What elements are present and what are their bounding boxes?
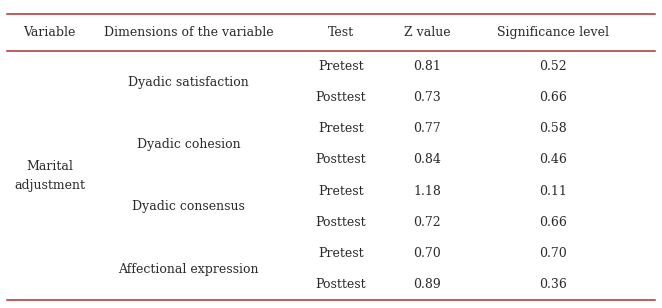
Text: Pretest: Pretest [318, 185, 363, 198]
Text: 0.11: 0.11 [539, 185, 567, 198]
Text: 0.72: 0.72 [413, 216, 441, 229]
Text: Posttest: Posttest [316, 278, 366, 291]
Text: 0.52: 0.52 [539, 60, 567, 73]
Text: Marital
adjustment: Marital adjustment [14, 160, 85, 192]
Text: Posttest: Posttest [316, 153, 366, 166]
Text: 0.70: 0.70 [413, 247, 441, 260]
Text: Test: Test [328, 26, 354, 39]
Text: Z value: Z value [404, 26, 450, 39]
Text: 0.81: 0.81 [413, 60, 441, 73]
Text: Dyadic cohesion: Dyadic cohesion [137, 138, 240, 151]
Text: Variable: Variable [23, 26, 76, 39]
Text: 0.70: 0.70 [539, 247, 567, 260]
Text: Pretest: Pretest [318, 247, 363, 260]
Text: Pretest: Pretest [318, 122, 363, 135]
Text: 1.18: 1.18 [413, 185, 441, 198]
Text: 0.77: 0.77 [413, 122, 441, 135]
Text: 0.84: 0.84 [413, 153, 441, 166]
Text: Affectional expression: Affectional expression [118, 263, 259, 276]
Text: 0.46: 0.46 [539, 153, 567, 166]
Text: Dyadic consensus: Dyadic consensus [132, 200, 245, 213]
Text: Posttest: Posttest [316, 216, 366, 229]
Text: Dyadic satisfaction: Dyadic satisfaction [128, 75, 249, 88]
Text: Pretest: Pretest [318, 60, 363, 73]
Text: 0.73: 0.73 [413, 91, 441, 104]
Text: Significance level: Significance level [496, 26, 609, 39]
Text: 0.66: 0.66 [539, 216, 567, 229]
Text: Posttest: Posttest [316, 91, 366, 104]
Text: 0.58: 0.58 [539, 122, 567, 135]
Text: 0.66: 0.66 [539, 91, 567, 104]
Text: 0.36: 0.36 [539, 278, 567, 291]
Text: 0.89: 0.89 [413, 278, 441, 291]
Text: Dimensions of the variable: Dimensions of the variable [104, 26, 273, 39]
